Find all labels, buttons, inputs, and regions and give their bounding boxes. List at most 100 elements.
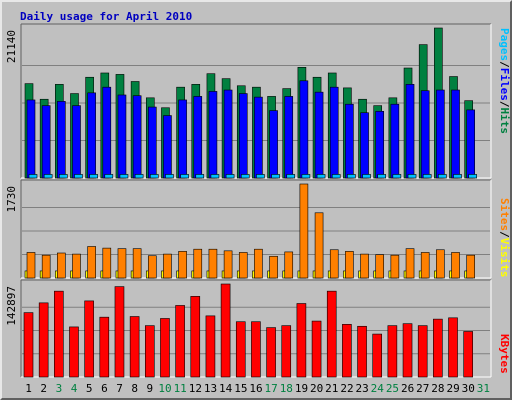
bar-files-day-2 — [41, 105, 51, 179]
legend-panel-1: Pages/Files/Hits — [498, 28, 511, 134]
bar-pages-day-29 — [453, 174, 462, 179]
bar-files-day-28 — [436, 89, 445, 179]
bar-files-day-4 — [72, 105, 81, 179]
chart-title: Daily usage for April 2010 — [20, 10, 192, 23]
bar-files-day-22 — [345, 103, 354, 179]
bar-kbytes-day-8 — [129, 316, 140, 378]
x-tick-label-day-25: 25 — [386, 382, 399, 395]
bar-pages-day-16 — [256, 174, 265, 179]
bar-pages-day-25 — [392, 174, 402, 179]
x-tick-label-day-23: 23 — [356, 382, 369, 395]
legend-item-kbytes: KBytes — [498, 334, 511, 374]
bar-sites-day-8 — [132, 248, 142, 279]
bar-kbytes-day-1 — [23, 312, 34, 378]
legend-item-files: Files — [498, 68, 511, 101]
bar-kbytes-day-9 — [144, 325, 155, 378]
bar-kbytes-day-26 — [402, 323, 413, 378]
bar-files-day-18 — [284, 96, 294, 179]
bar-sites-day-11 — [178, 251, 187, 279]
bar-files-day-29 — [451, 89, 460, 179]
legend-item-pages: Pages — [498, 28, 511, 61]
x-tick-label-day-20: 20 — [310, 382, 323, 395]
bar-sites-day-3 — [57, 252, 66, 279]
bar-pages-day-23 — [362, 174, 371, 179]
bar-kbytes-day-10 — [160, 318, 170, 378]
bar-sites-day-20 — [314, 212, 324, 279]
x-tick-label-day-12: 12 — [189, 382, 202, 395]
bar-files-day-10 — [163, 115, 172, 179]
bar-sites-day-18 — [284, 251, 294, 279]
x-tick-label-day-3: 3 — [56, 382, 63, 395]
bar-files-day-20 — [314, 91, 324, 179]
bar-pages-day-8 — [134, 174, 144, 179]
x-tick-label-day-21: 21 — [325, 382, 338, 395]
bar-sites-day-10 — [163, 253, 172, 279]
x-tick-label-day-8: 8 — [131, 382, 138, 395]
bar-files-day-21 — [329, 86, 339, 179]
bar-files-day-19 — [299, 80, 309, 179]
x-tick-label-day-27: 27 — [416, 382, 429, 395]
x-tick-label-day-9: 9 — [147, 382, 154, 395]
bar-files-day-25 — [390, 103, 400, 179]
bar-pages-day-15 — [240, 174, 250, 179]
bar-files-day-23 — [360, 112, 369, 179]
bar-sites-day-6 — [102, 247, 112, 279]
bar-pages-day-12 — [195, 174, 205, 179]
bar-pages-day-20 — [316, 174, 326, 179]
bar-sites-day-2 — [41, 254, 51, 279]
legend-separator: / — [498, 61, 511, 68]
legend-item-visits: Visits — [498, 238, 511, 278]
x-tick-label-day-30: 30 — [462, 382, 475, 395]
bar-sites-day-21 — [329, 249, 339, 279]
bar-kbytes-day-12 — [190, 296, 201, 378]
bar-kbytes-day-16 — [251, 321, 261, 378]
bar-kbytes-day-24 — [372, 333, 383, 378]
bar-pages-day-7 — [119, 174, 129, 179]
bar-pages-day-13 — [210, 174, 220, 179]
bar-pages-day-2 — [43, 174, 53, 179]
bar-files-day-15 — [238, 93, 248, 179]
bar-sites-day-29 — [451, 252, 460, 279]
bar-sites-day-22 — [345, 251, 354, 279]
legend-separator: / — [498, 231, 511, 238]
bar-files-day-16 — [254, 96, 263, 179]
bar-sites-day-17 — [269, 255, 278, 279]
x-tick-label-day-24: 24 — [371, 382, 385, 395]
x-tick-label-day-29: 29 — [446, 382, 459, 395]
bar-sites-day-19 — [299, 183, 309, 279]
bar-pages-day-24 — [377, 174, 387, 179]
bar-pages-day-5 — [89, 174, 98, 179]
bar-kbytes-day-18 — [281, 325, 292, 378]
bar-sites-day-30 — [466, 254, 475, 279]
bar-kbytes-day-20 — [311, 320, 322, 378]
bar-sites-day-1 — [26, 252, 36, 279]
x-tick-label-day-7: 7 — [116, 382, 123, 395]
bar-pages-day-27 — [422, 174, 432, 179]
bar-files-day-8 — [132, 95, 142, 179]
legend-panel-3: KBytes — [498, 334, 511, 374]
bar-kbytes-day-7 — [114, 286, 125, 378]
bar-sites-day-16 — [254, 248, 263, 279]
bar-sites-day-13 — [208, 248, 218, 279]
y-max-label: 21140 — [5, 30, 18, 63]
bar-pages-day-28 — [438, 174, 447, 179]
bar-pages-day-21 — [331, 174, 341, 179]
bar-files-day-14 — [223, 89, 233, 179]
bar-files-day-5 — [87, 92, 96, 179]
x-tick-label-day-17: 17 — [265, 382, 278, 395]
bar-sites-day-12 — [193, 248, 203, 279]
bar-sites-day-28 — [436, 249, 445, 279]
bar-sites-day-23 — [360, 253, 369, 279]
bar-sites-day-9 — [147, 255, 157, 279]
bar-sites-day-14 — [223, 250, 233, 279]
bar-kbytes-day-19 — [296, 303, 307, 378]
bar-kbytes-day-27 — [417, 325, 428, 378]
bar-kbytes-day-28 — [433, 318, 443, 378]
bar-pages-day-14 — [225, 174, 235, 179]
y-max-label: 1730 — [5, 186, 18, 213]
bar-sites-day-4 — [72, 253, 81, 279]
x-tick-label-day-28: 28 — [431, 382, 444, 395]
bar-files-day-13 — [208, 91, 218, 179]
bar-pages-day-22 — [347, 174, 356, 179]
